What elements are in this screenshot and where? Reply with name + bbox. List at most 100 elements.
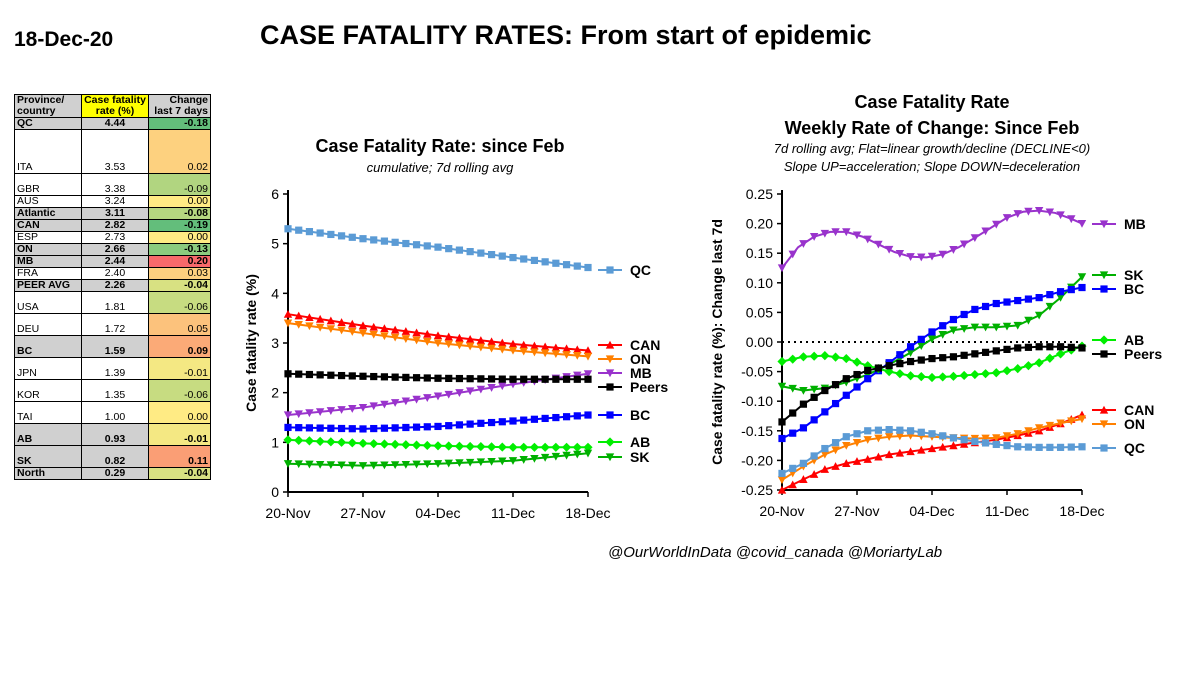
data-point — [530, 375, 539, 383]
data-point — [1002, 366, 1012, 376]
data-point — [412, 460, 421, 469]
y-tick-label: 0 — [271, 484, 279, 500]
data-point — [561, 442, 572, 452]
data-point — [809, 351, 819, 361]
x-tick-label: 20-Nov — [265, 505, 310, 521]
data-point — [477, 375, 485, 383]
data-point — [370, 236, 378, 244]
legend-marker — [605, 437, 615, 447]
data-point — [939, 354, 947, 362]
table-cell-change: -0.08 — [148, 207, 211, 220]
y-axis-label: Case fatality rate (%) — [243, 274, 259, 412]
data-point — [1056, 288, 1065, 296]
data-point — [530, 348, 539, 357]
data-point — [970, 323, 980, 332]
data-point — [402, 423, 410, 432]
data-point — [573, 412, 581, 420]
data-point — [842, 459, 851, 467]
data-point — [917, 356, 925, 364]
data-point — [1067, 215, 1076, 224]
legend-marker — [1099, 405, 1109, 414]
y-tick-label: 0.10 — [746, 275, 773, 291]
data-point — [423, 423, 431, 431]
data-point — [476, 385, 486, 394]
data-point — [562, 344, 571, 353]
data-point — [1045, 208, 1055, 217]
data-point — [992, 434, 1001, 443]
legend-label: Peers — [630, 379, 668, 395]
data-point — [905, 371, 916, 381]
data-point — [305, 228, 314, 236]
data-point — [841, 353, 851, 364]
y-tick-label: -0.20 — [741, 452, 773, 468]
table-row: North 0.29 -0.04 — [14, 467, 211, 480]
data-point — [423, 242, 431, 250]
data-point — [455, 246, 464, 254]
data-point — [584, 375, 592, 383]
data-point — [809, 233, 819, 241]
data-point — [487, 337, 496, 346]
data-point — [487, 250, 496, 259]
chart-subtitle: 7d rolling avg; Flat=linear growth/decli… — [774, 141, 1091, 156]
data-point — [1045, 302, 1055, 311]
data-point — [938, 250, 947, 259]
data-point — [992, 299, 1000, 308]
data-point — [445, 422, 453, 430]
table-cell-rate: 2.82 — [81, 219, 149, 232]
data-point — [798, 352, 809, 362]
data-point — [906, 253, 915, 261]
table-row: JPN 1.39 -0.01 — [14, 357, 211, 380]
data-point — [874, 452, 883, 461]
data-point — [949, 441, 958, 450]
data-point — [434, 374, 442, 382]
data-point — [369, 402, 378, 411]
data-point — [1045, 421, 1055, 430]
data-point — [423, 394, 432, 402]
legend-label: CAN — [630, 337, 660, 353]
data-point — [465, 441, 475, 452]
data-point — [337, 326, 346, 335]
data-point — [1002, 214, 1012, 222]
data-point — [1003, 345, 1011, 353]
data-point — [991, 368, 1001, 378]
series-qc: QC — [284, 225, 651, 278]
data-point — [316, 371, 324, 379]
data-point — [981, 434, 990, 443]
data-point — [390, 399, 400, 407]
chart-subtitle-2: Slope UP=acceleration; Slope DOWN=decele… — [784, 159, 1080, 174]
data-point — [541, 375, 549, 383]
data-point — [390, 333, 400, 342]
data-point — [874, 426, 883, 434]
data-point — [1077, 415, 1087, 424]
data-point — [380, 237, 389, 245]
data-point — [401, 327, 411, 335]
data-point — [466, 420, 474, 428]
data-point — [530, 341, 539, 350]
data-point — [519, 340, 528, 349]
legend-marker — [606, 411, 614, 419]
credit-text: @OurWorldInData @covid_canada @MoriartyL… — [608, 544, 943, 561]
data-point — [1046, 291, 1054, 299]
data-point — [810, 452, 818, 460]
data-point — [316, 424, 324, 432]
data-point — [821, 386, 829, 395]
data-point — [927, 252, 937, 261]
data-point — [508, 339, 518, 348]
table-row: CAN 2.82 -0.19 — [14, 219, 211, 232]
y-tick-label: 2 — [271, 385, 279, 401]
data-point — [896, 426, 904, 434]
data-point — [337, 232, 346, 240]
data-point — [842, 228, 851, 237]
table-header-province: Province/ country — [14, 94, 82, 118]
data-point — [337, 318, 346, 326]
data-point — [401, 460, 411, 469]
data-point — [465, 458, 475, 467]
data-point — [562, 451, 571, 460]
data-point — [906, 447, 915, 456]
data-point — [949, 246, 958, 254]
legend-marker — [1100, 444, 1108, 452]
data-point — [874, 240, 883, 249]
data-point — [1045, 353, 1055, 363]
data-point — [305, 370, 314, 379]
